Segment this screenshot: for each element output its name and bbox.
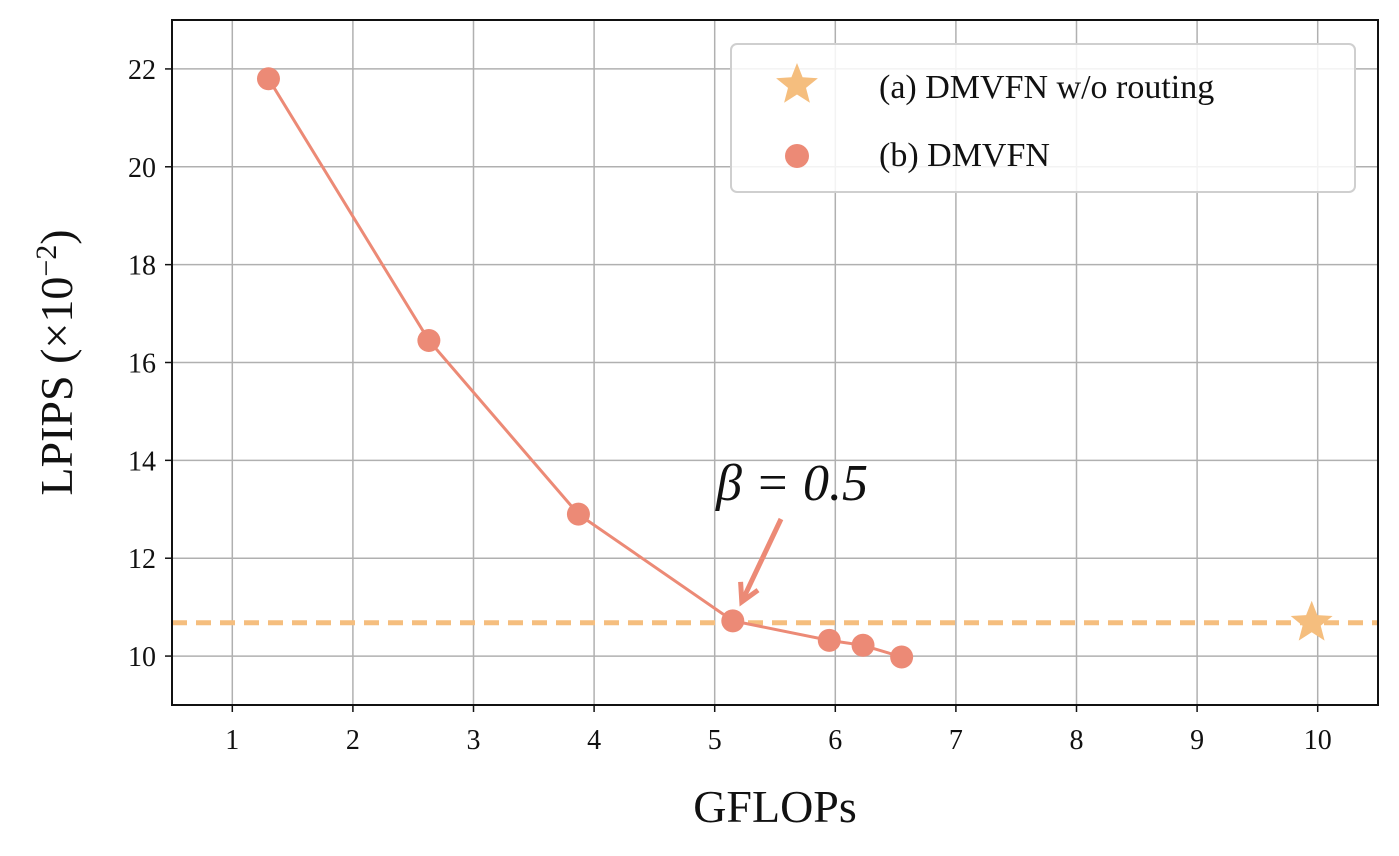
y-axis-label: LPIPS (×10−2): [30, 229, 82, 495]
star-marker: [1290, 600, 1333, 641]
legend-entries: (a) DMVFN w/o routing (b) DMVFN: [776, 63, 1214, 174]
x-tick-label: 9: [1190, 725, 1204, 756]
x-tick-label: 8: [1070, 725, 1084, 756]
x-axis-label: GFLOPs: [693, 781, 857, 832]
legend-label: (a) DMVFN w/o routing: [879, 69, 1214, 106]
x-tick-label: 5: [708, 725, 722, 756]
circle-marker: [256, 67, 280, 91]
y-tick-label: 16: [128, 349, 156, 380]
x-tick-label: 10: [1304, 725, 1332, 756]
circle-marker: [851, 633, 875, 657]
legend: (a) DMVFN w/o routing (b) DMVFN: [730, 43, 1356, 193]
y-axis-label-close: ): [31, 229, 82, 244]
beta-annotation-text: β = 0.5: [715, 455, 868, 512]
x-ticks: 1 2 3 4 5 6 7 8 9 10: [225, 705, 1332, 756]
x-tick-label: 7: [949, 725, 963, 756]
markers: [256, 67, 1333, 669]
legend-box: [730, 43, 1356, 193]
x-tick-label: 6: [828, 725, 842, 756]
beta-annotation-arrow-head: [738, 581, 760, 607]
y-tick-label: 22: [128, 55, 156, 86]
y-axis-label-main: LPIPS (×10: [31, 277, 82, 496]
circle-marker: [890, 645, 914, 669]
circle-marker: [417, 328, 441, 352]
y-tick-label: 14: [128, 446, 156, 477]
x-tick-label: 2: [346, 725, 360, 756]
x-tick-label: 3: [467, 725, 481, 756]
beta-annotation: β = 0.5: [715, 455, 868, 607]
y-tick-label: 12: [128, 544, 156, 575]
y-tick-label: 20: [128, 153, 156, 184]
y-tick-label: 10: [128, 642, 156, 673]
y-ticks: 10 12 14 16 18 20 22: [128, 55, 172, 673]
circle-marker: [566, 502, 590, 526]
circle-marker: [817, 628, 841, 652]
circle-marker: [721, 609, 745, 633]
legend-label: (b) DMVFN: [879, 137, 1050, 174]
x-tick-label: 1: [225, 725, 239, 756]
y-axis-label-exponent: −2: [30, 245, 63, 277]
beta-annotation-arrow-shaft: [739, 517, 784, 603]
x-tick-label: 4: [587, 725, 601, 756]
legend-circle-icon: [785, 144, 809, 168]
legend-star-icon: [776, 63, 818, 103]
y-tick-label: 18: [128, 251, 156, 282]
